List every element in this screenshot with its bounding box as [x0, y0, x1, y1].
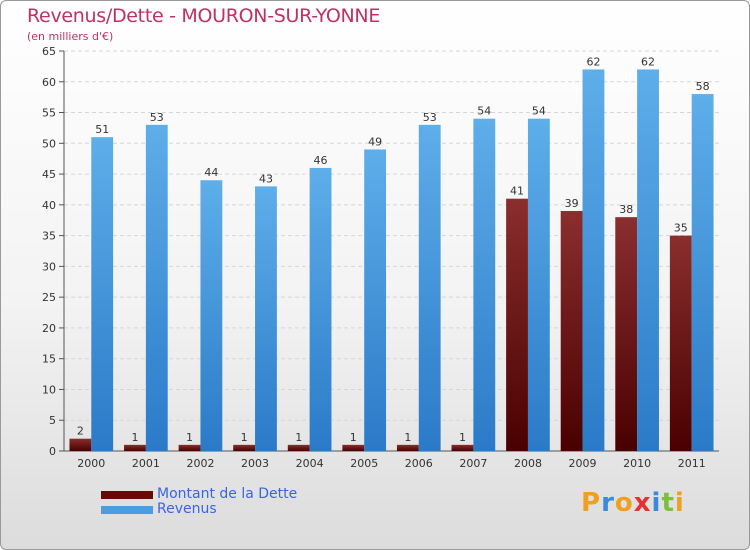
y-tick-label: 65 — [42, 45, 56, 58]
x-tick-label: 2009 — [569, 457, 597, 470]
y-tick-label: 35 — [42, 230, 56, 243]
bar-dette — [506, 198, 528, 451]
data-label-revenus: 53 — [150, 111, 164, 124]
y-tick-label: 45 — [42, 168, 56, 181]
y-tick-label: 0 — [49, 445, 56, 458]
x-tick-label: 2011 — [678, 457, 706, 470]
legend-swatch-revenus — [101, 506, 153, 514]
y-tick-label: 30 — [42, 260, 56, 273]
bar-revenus — [91, 137, 114, 451]
bar-revenus — [145, 124, 168, 451]
bar-dette — [287, 444, 310, 451]
logo-letter: P — [581, 488, 602, 518]
chart-subtitle: (en milliers d'€) — [27, 30, 114, 43]
data-label-revenus: 43 — [259, 172, 273, 185]
y-tick-label: 10 — [42, 383, 56, 396]
bar-revenus — [582, 69, 605, 451]
data-label-dette: 39 — [565, 197, 579, 210]
bar-revenus — [255, 186, 277, 451]
data-label-revenus: 54 — [477, 105, 491, 118]
data-label-dette: 1 — [459, 431, 466, 444]
x-tick-label: 2007 — [459, 457, 487, 470]
data-label-dette: 35 — [674, 222, 688, 235]
data-label-revenus: 53 — [423, 111, 437, 124]
bar-revenus — [473, 118, 496, 451]
legend-label-dette: Montant de la Dette — [157, 486, 298, 502]
data-label-dette: 1 — [241, 431, 248, 444]
labels-layer: 2 51 1 53 1 44 1 43 1 46 1 49 1 53 1 54 41 54 39 62 38 62 35 58 — [77, 55, 710, 443]
bar-dette — [396, 444, 419, 451]
data-label-revenus: 44 — [204, 166, 218, 179]
bar-revenus — [418, 124, 441, 451]
logo-letter: i — [651, 488, 662, 518]
x-tick-label: 2002 — [186, 457, 214, 470]
data-label-dette: 2 — [77, 425, 84, 438]
bar-revenus — [637, 69, 659, 451]
bar-dette — [560, 211, 583, 451]
bar-dette — [615, 217, 638, 451]
bar-dette — [342, 444, 365, 451]
data-label-revenus: 62 — [641, 55, 655, 68]
y-tick-label: 5 — [49, 414, 56, 427]
chart-title: Revenus/Dette - MOURON-SUR-YONNE — [27, 5, 381, 27]
data-label-dette: 1 — [131, 431, 138, 444]
data-label-dette: 1 — [350, 431, 357, 444]
bar-revenus — [200, 180, 223, 451]
y-tick-label: 15 — [42, 353, 56, 366]
logo-letter: r — [601, 488, 615, 518]
y-tick-label: 20 — [42, 322, 56, 335]
y-tick-label: 40 — [42, 199, 56, 212]
bar-dette — [124, 444, 146, 451]
data-label-dette: 38 — [619, 203, 633, 216]
proxiti-logo: Proxiti — [581, 488, 685, 518]
x-tick-label: 2008 — [514, 457, 542, 470]
x-tick-label: 2005 — [350, 457, 378, 470]
legend-label-revenus: Revenus — [157, 501, 217, 517]
x-tick-label: 2004 — [296, 457, 324, 470]
data-label-dette: 1 — [186, 431, 193, 444]
data-label-revenus: 62 — [586, 55, 600, 68]
bar-dette — [69, 438, 92, 451]
logo-letter: i — [674, 488, 685, 518]
bar-revenus — [309, 167, 332, 451]
data-label-revenus: 51 — [95, 123, 109, 136]
data-label-revenus: 58 — [696, 80, 710, 93]
y-tick-label: 50 — [42, 137, 56, 150]
data-label-revenus: 46 — [314, 154, 328, 167]
y-tick-label: 55 — [42, 107, 56, 120]
x-tick-label: 2003 — [241, 457, 269, 470]
logo-letter: t — [661, 488, 675, 518]
logo-letter: x — [633, 488, 652, 518]
x-tick-label: 2001 — [132, 457, 160, 470]
data-label-dette: 1 — [295, 431, 302, 444]
logo-letter: o — [614, 488, 634, 518]
axis-layer: 0 5 10 15 20 25 30 35 40 45 50 55 60 65 2000 2001 2002 20… — [42, 45, 719, 470]
bars-layer — [69, 69, 714, 452]
bar-dette — [178, 444, 201, 451]
bar-revenus — [691, 94, 714, 452]
bar-revenus — [527, 118, 550, 451]
data-label-revenus: 49 — [368, 135, 382, 148]
legend-swatch-dette — [101, 491, 153, 499]
data-label-dette: 1 — [404, 431, 411, 444]
data-label-dette: 41 — [510, 185, 524, 198]
bar-dette — [451, 444, 474, 451]
y-tick-label: 60 — [42, 76, 56, 89]
bar-dette — [669, 235, 692, 451]
y-tick-label: 25 — [42, 291, 56, 304]
x-tick-label: 2000 — [77, 457, 105, 470]
bar-dette — [233, 444, 256, 451]
data-label-revenus: 54 — [532, 105, 546, 118]
x-tick-label: 2006 — [405, 457, 433, 470]
x-tick-label: 2010 — [623, 457, 651, 470]
bar-revenus — [364, 149, 387, 451]
